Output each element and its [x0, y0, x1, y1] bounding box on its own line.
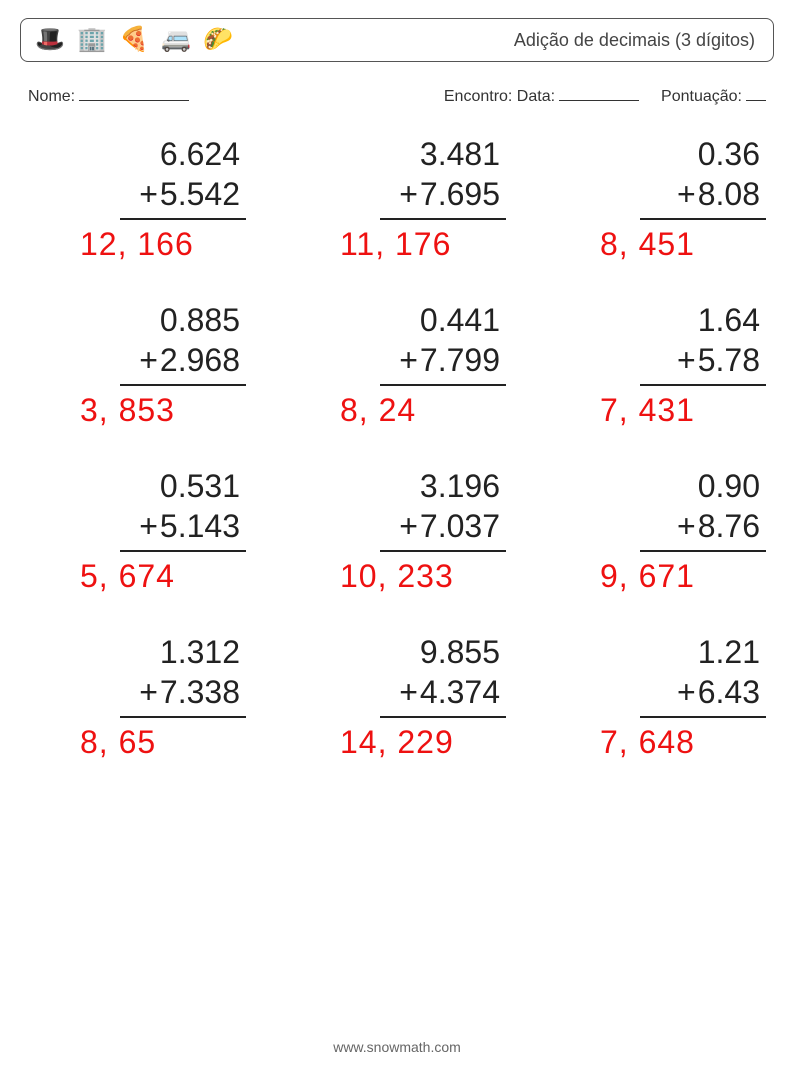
problem: 0.4417.799 8, 24 [300, 300, 560, 430]
sum-rule [380, 716, 506, 718]
problem: 6.6245.542 12, 166 [40, 134, 300, 264]
answer: 8, 451 [560, 224, 794, 264]
addend-a: 3.196 [300, 466, 560, 506]
name-blank[interactable] [79, 84, 189, 101]
van-icon: 🚐 [161, 25, 191, 55]
addend-a: 1.312 [40, 632, 300, 672]
addend-a: 9.855 [300, 632, 560, 672]
addend-b: 2.968 [40, 340, 300, 380]
taco-icon: 🌮 [203, 25, 233, 55]
addend-b: 5.542 [40, 174, 300, 214]
addend-a: 6.624 [40, 134, 300, 174]
problem: 3.1967.037 10, 233 [300, 466, 560, 596]
addend-b: 8.08 [560, 174, 794, 214]
name-field: Nome: [28, 84, 189, 106]
problem: 1.645.78 7, 431 [560, 300, 794, 430]
answer: 7, 648 [560, 722, 794, 762]
sum-rule [120, 550, 246, 552]
answer: 8, 65 [40, 722, 300, 762]
sum-rule [380, 218, 506, 220]
problem: 1.216.43 7, 648 [560, 632, 794, 762]
problem: 0.8852.968 3, 853 [40, 300, 300, 430]
addend-a: 1.64 [560, 300, 794, 340]
answer: 11, 176 [300, 224, 560, 264]
answer: 3, 853 [40, 390, 300, 430]
date-blank[interactable] [559, 84, 639, 101]
problem: 0.5315.143 5, 674 [40, 466, 300, 596]
sum-rule [640, 550, 766, 552]
name-label: Nome: [28, 88, 75, 105]
answer: 14, 229 [300, 722, 560, 762]
problem: 9.8554.374 14, 229 [300, 632, 560, 762]
score-blank[interactable] [746, 84, 766, 101]
header-bar: 🎩 🏢 🍕 🚐 🌮 Adição de decimais (3 dígitos) [20, 18, 774, 62]
pizza-icon: 🍕 [119, 25, 149, 55]
score-label: Pontuação: [661, 88, 742, 105]
addend-b: 6.43 [560, 672, 794, 712]
answer: 9, 671 [560, 556, 794, 596]
addend-b: 7.338 [40, 672, 300, 712]
problems-grid: 6.6245.54212, 1663.4817.69511, 1760.368.… [0, 134, 794, 762]
addend-a: 0.90 [560, 466, 794, 506]
sum-rule [640, 716, 766, 718]
meta-row: Nome: Encontro: Data: Pontuação: [28, 84, 766, 106]
addend-a: 0.441 [300, 300, 560, 340]
answer: 5, 674 [40, 556, 300, 596]
date-label: Encontro: Data: [444, 88, 555, 105]
answer: 10, 233 [300, 556, 560, 596]
hat-icon: 🎩 [35, 25, 65, 55]
sum-rule [120, 384, 246, 386]
answer: 12, 166 [40, 224, 300, 264]
addend-b: 4.374 [300, 672, 560, 712]
addend-b: 7.037 [300, 506, 560, 546]
sum-rule [120, 716, 246, 718]
addend-b: 7.799 [300, 340, 560, 380]
addend-b: 8.76 [560, 506, 794, 546]
addend-a: 1.21 [560, 632, 794, 672]
answer: 7, 431 [560, 390, 794, 430]
problem: 3.4817.695 11, 176 [300, 134, 560, 264]
sum-rule [640, 218, 766, 220]
problem: 0.908.76 9, 671 [560, 466, 794, 596]
answer: 8, 24 [300, 390, 560, 430]
addend-a: 0.36 [560, 134, 794, 174]
problem: 0.368.08 8, 451 [560, 134, 794, 264]
sum-rule [120, 218, 246, 220]
addend-b: 5.78 [560, 340, 794, 380]
sum-rule [380, 550, 506, 552]
worksheet-title: Adição de decimais (3 dígitos) [514, 30, 755, 51]
sum-rule [380, 384, 506, 386]
problem: 1.3127.338 8, 65 [40, 632, 300, 762]
header-icons: 🎩 🏢 🍕 🚐 🌮 [35, 25, 233, 55]
addend-b: 5.143 [40, 506, 300, 546]
addend-a: 0.885 [40, 300, 300, 340]
addend-b: 7.695 [300, 174, 560, 214]
sum-rule [640, 384, 766, 386]
addend-a: 3.481 [300, 134, 560, 174]
date-field: Encontro: Data: [444, 84, 639, 106]
addend-a: 0.531 [40, 466, 300, 506]
score-field: Pontuação: [661, 84, 766, 106]
building-icon: 🏢 [77, 25, 107, 55]
